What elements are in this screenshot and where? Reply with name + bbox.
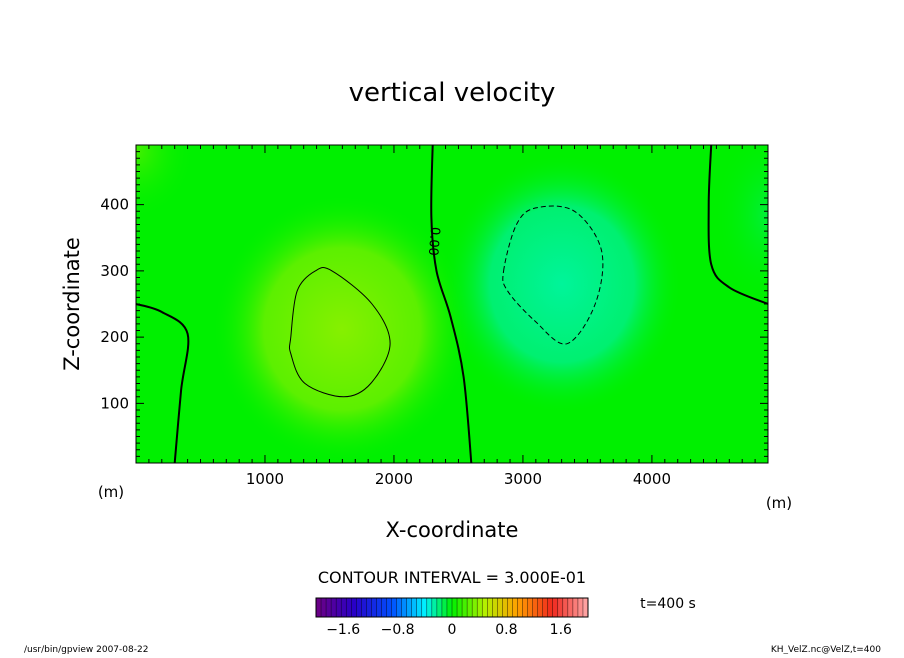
colorbar-swatch (477, 598, 483, 617)
colorbar-swatch (331, 598, 337, 617)
colorbar-swatch (572, 598, 579, 617)
negative-shading-edge (713, 145, 768, 305)
colorbar-swatch (537, 598, 543, 617)
y-axis-ticks: 100 200 300 400 (100, 151, 768, 457)
colorbar-tick-label: 0 (448, 622, 457, 638)
colorbar-swatch (562, 598, 569, 617)
x-axis-ticks: 1000 2000 3000 4000 (148, 145, 756, 488)
colorbar-swatch (416, 598, 423, 617)
zero-contour-3 (707, 145, 768, 305)
colorbar-swatch (356, 598, 362, 617)
footer-right: KH_VelZ.nc@VelZ,t=400 (771, 645, 881, 654)
contour-label: 0.00 (425, 226, 442, 256)
zero-contour-2 (430, 145, 473, 463)
colorbar-swatch (391, 598, 397, 617)
colorbar-swatch (492, 598, 498, 617)
plot-area (136, 145, 768, 463)
colorbar-tick-label: 1.6 (550, 622, 572, 638)
negative-contour-1 (502, 205, 604, 345)
colorbar-swatch (527, 598, 533, 617)
colorbar-swatch (436, 598, 443, 617)
y-tick-label: 300 (100, 262, 129, 280)
x-tick-label: 2000 (375, 470, 413, 488)
colorbar-swatch (567, 598, 574, 617)
colorbar-swatch (421, 598, 428, 617)
colorbar-tick-label: 0.8 (495, 622, 517, 638)
colorbar-swatch (512, 598, 518, 617)
colorbar-swatch (381, 598, 387, 617)
colorbar-swatch (462, 598, 468, 617)
colorbar-swatch (351, 598, 357, 617)
zero-contour-1 (136, 303, 190, 463)
colorbar-swatch (441, 598, 448, 617)
colorbar-frame (315, 597, 589, 618)
colorbar-swatch (361, 598, 367, 617)
colorbar-swatch (457, 598, 463, 617)
colorbar-swatch (532, 598, 538, 617)
colorbar-swatch (326, 598, 332, 617)
colorbar-swatch (316, 598, 322, 617)
colorbar-tick-label: −0.8 (381, 622, 415, 638)
colorbar-swatch (401, 598, 407, 617)
x-tick-label: 3000 (504, 470, 542, 488)
colorbar-swatch (487, 598, 493, 617)
y-tick-label: 400 (100, 196, 129, 214)
y-tick-label: 200 (100, 328, 129, 346)
colorbar-swatch (522, 598, 528, 617)
negative-shading (442, 154, 682, 414)
footer-left: /usr/bin/gpview 2007-08-22 (24, 645, 148, 654)
colorbar-swatch (452, 598, 458, 617)
colorbar-swatch (482, 598, 488, 617)
colorbar-swatch (406, 598, 413, 617)
colorbar-swatch (346, 598, 352, 617)
positive-shading (212, 194, 472, 463)
colorbar-swatch (507, 598, 513, 617)
colorbar-swatch (472, 598, 478, 617)
colorbar-tick-label: −1.6 (326, 622, 360, 638)
colorbar-swatch (557, 598, 564, 617)
y-unit-label: (m) (766, 494, 792, 512)
colorbar-swatch (517, 598, 523, 617)
positive-shading-edge (136, 145, 196, 220)
positive-contour-1 (288, 267, 391, 398)
colorbar-swatch (577, 598, 584, 617)
colorbar-swatch (371, 598, 377, 617)
colorbar-swatch (341, 598, 347, 617)
x-axis-label: X-coordinate (386, 518, 519, 542)
colorbar (315, 598, 589, 617)
contour-interval-text: CONTOUR INTERVAL = 3.000E-01 (318, 568, 586, 587)
colorbar-swatch (376, 598, 382, 617)
x-tick-label: 1000 (246, 470, 284, 488)
colorbar-swatch (467, 598, 473, 617)
x-tick-label: 4000 (633, 470, 671, 488)
y-tick-label: 100 (100, 394, 129, 412)
contour-lines (136, 145, 768, 463)
colorbar-swatch (321, 598, 327, 617)
colorbar-swatch (446, 598, 453, 617)
colorbar-swatch (552, 598, 559, 617)
colorbar-swatch (497, 598, 503, 617)
colorbar-swatch (386, 598, 392, 617)
colorbar-swatch (336, 598, 342, 617)
colorbar-swatch (502, 598, 508, 617)
colorbar-swatch (582, 598, 589, 617)
colorbar-swatch (411, 598, 418, 617)
colorbar-swatch (542, 598, 549, 617)
y-axis-label: Z-coordinate (60, 237, 84, 371)
time-label: t=400 s (640, 596, 696, 612)
colorbar-swatch (366, 598, 372, 617)
colorbar-swatch (426, 598, 433, 617)
colorbar-swatch (431, 598, 438, 617)
colorbar-swatch (396, 598, 402, 617)
chart-title: vertical velocity (349, 78, 556, 108)
colorbar-swatch (547, 598, 554, 617)
x-unit-label: (m) (98, 483, 124, 501)
colorbar-ticks: −1.6 −0.8 0 0.8 1.6 (326, 622, 572, 638)
